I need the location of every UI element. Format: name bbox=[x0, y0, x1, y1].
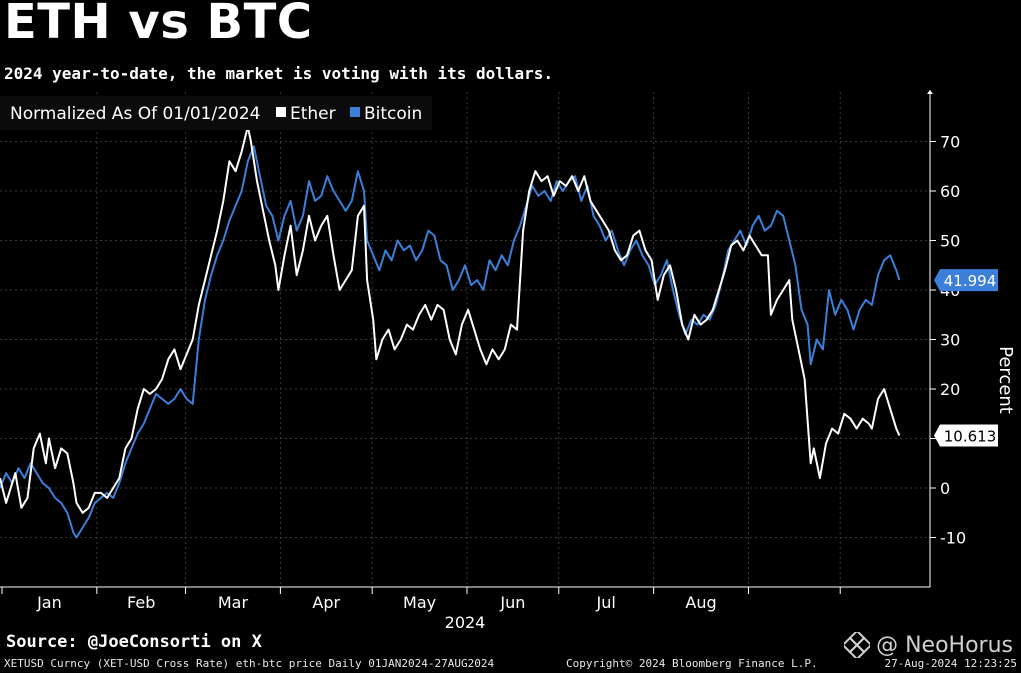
watermark-text: @ NeoHorus bbox=[876, 632, 1013, 658]
series-line-ether bbox=[0, 125, 901, 514]
last-value-badge-ether: 10.613 bbox=[934, 424, 998, 447]
x-axis: Jan Feb Mar Apr May Jun Jul Aug bbox=[0, 586, 930, 612]
footer-copyright: Copyright© 2024 Bloomberg Finance L.P. bbox=[566, 657, 818, 670]
neohorus-logo-icon bbox=[844, 632, 871, 658]
last-value-label-bitcoin: 41.994 bbox=[944, 272, 997, 290]
legend-swatch-ether bbox=[276, 107, 286, 117]
x-tick-label: May bbox=[403, 593, 436, 612]
chart-title: ETH vs BTC bbox=[4, 0, 313, 50]
chart-subtitle: 2024 year-to-date, the market is voting … bbox=[4, 64, 554, 83]
footer-timestamp: 27-Aug-2024 12:23:25 bbox=[884, 657, 1017, 670]
legend-label-ether: Ether bbox=[290, 104, 336, 124]
y-axis-label: Percent bbox=[995, 346, 1016, 414]
x-tick-label: Jul bbox=[596, 593, 616, 612]
y-tick-label: 0 bbox=[940, 479, 950, 498]
legend-title: Normalized As Of 01/01/2024 bbox=[10, 104, 260, 124]
series-line-bitcoin bbox=[0, 145, 901, 539]
series-layer bbox=[0, 125, 901, 539]
x-tick-label: Apr bbox=[312, 593, 340, 612]
source-note: Source: @JoeConsorti on X bbox=[6, 632, 262, 652]
y-tick-label: 20 bbox=[940, 380, 960, 399]
y-tick-label: 70 bbox=[940, 133, 960, 152]
footer-ticker-info: XETUSD Curncy (XET-USD Cross Rate) eth-b… bbox=[4, 657, 495, 670]
watermark: @ NeoHorus bbox=[844, 632, 1013, 658]
x-tick-label: Aug bbox=[685, 593, 716, 612]
x-tick-label: Jun bbox=[499, 593, 525, 612]
legend-label-bitcoin: Bitcoin bbox=[364, 104, 422, 124]
legend: Normalized As Of 01/01/2024 Ether Bitcoi… bbox=[0, 96, 432, 130]
last-value-label-ether: 10.613 bbox=[944, 427, 997, 445]
y-tick-label: 30 bbox=[940, 331, 960, 350]
last-value-badge-bitcoin: 41.994 bbox=[934, 269, 998, 292]
y-axis-arrow bbox=[927, 90, 933, 94]
x-axis-label: 2024 bbox=[445, 613, 486, 630]
legend-swatch-bitcoin bbox=[350, 107, 360, 117]
y-tick-label: 60 bbox=[940, 182, 960, 201]
y-tick-label: 50 bbox=[940, 232, 960, 251]
x-tick-label: Jan bbox=[36, 593, 62, 612]
y-tick-label: -10 bbox=[940, 529, 966, 548]
x-tick-label: Feb bbox=[127, 593, 155, 612]
x-tick-label: Mar bbox=[218, 593, 249, 612]
